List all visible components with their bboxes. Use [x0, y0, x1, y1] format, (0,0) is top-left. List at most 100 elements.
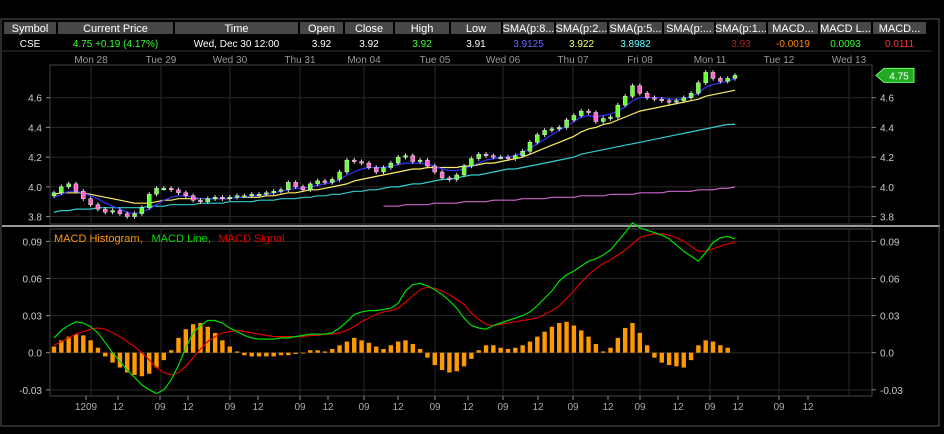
macd-histogram-bar — [593, 344, 599, 353]
candle-body — [403, 155, 408, 158]
macd-histogram-bar — [674, 352, 679, 367]
macd-histogram-bar — [535, 336, 540, 353]
candle-body — [315, 180, 320, 185]
macd-histogram-bar — [256, 352, 262, 357]
date-label: Tue 29 — [146, 55, 177, 66]
price-axis-label-right: 4.0 — [880, 183, 894, 194]
candle-body — [154, 188, 159, 195]
time-tick-label: 09 — [429, 402, 441, 413]
macd-histogram-bar — [710, 341, 716, 353]
last-price-tag — [875, 67, 915, 83]
price-axis-label-left: 3.8 — [28, 213, 42, 224]
macd-histogram-bar — [505, 348, 511, 353]
candle-body — [447, 177, 452, 180]
macd-histogram-bar — [227, 346, 232, 353]
header-cell-1 — [58, 22, 173, 34]
candle-body — [732, 75, 738, 79]
candle-body — [644, 93, 650, 98]
header-cell-9 — [609, 22, 662, 34]
header-column-label: SMA(p:... — [666, 23, 712, 35]
header-column-label: MACD L... — [820, 23, 871, 35]
macd-axis-label-left: 0.0 — [28, 349, 42, 360]
time-tick-label: 12 — [732, 402, 744, 413]
macd-histogram-bar — [293, 352, 298, 354]
candle-body — [183, 192, 189, 196]
header-row-value: 3.8982 — [620, 39, 651, 50]
price-axis-label-right: 3.8 — [880, 213, 894, 224]
candle-body — [66, 183, 71, 188]
macd-histogram-bar — [579, 330, 584, 353]
candle-body — [476, 153, 481, 159]
candle-body — [308, 183, 313, 191]
macd-histogram-bar — [264, 352, 269, 357]
macd-histogram-bar — [66, 336, 71, 353]
candle-body — [168, 188, 174, 191]
candle-body — [73, 183, 79, 192]
header-column-label: MACD... — [879, 23, 921, 35]
candle-body — [425, 159, 430, 167]
time-tick-label: 09 — [224, 402, 236, 413]
price-axis-label-left: 4.4 — [28, 123, 42, 134]
macd-histogram-bar — [161, 352, 167, 361]
header-cell-14 — [873, 22, 926, 34]
macd-histogram-bar — [666, 352, 672, 366]
macd-histogram-bar — [542, 331, 547, 353]
macd-histogram-bar — [212, 332, 218, 353]
header-cell-2 — [175, 22, 298, 34]
header-column-label: Close — [355, 23, 383, 35]
macd-histogram-bar — [557, 323, 562, 353]
price-panel-frame — [49, 64, 873, 225]
header-cell-7 — [503, 22, 554, 34]
candle-body — [586, 110, 591, 113]
macd-histogram-bar — [344, 341, 350, 353]
candle-body — [242, 195, 247, 198]
header-row-value: 4.75 +0.19 (4.17%) — [73, 39, 158, 50]
macd-histogram-bar — [132, 352, 137, 375]
date-label: Tue 12 — [764, 55, 795, 66]
header-row-value: 0.0093 — [830, 39, 861, 50]
macd-axis-label-left: 0.03 — [23, 312, 43, 323]
time-tick-label: 1209 — [75, 402, 98, 413]
macd-histogram-bar — [95, 347, 101, 353]
macd-histogram-bar — [637, 332, 643, 353]
header-cell-0 — [4, 22, 56, 34]
macd-axis-label-left: -0.03 — [19, 386, 42, 397]
macd-histogram-bar — [300, 352, 306, 354]
time-tick-label: 12 — [322, 402, 334, 413]
price-axis-label-right: 4.2 — [880, 153, 894, 164]
header-cell-8 — [556, 22, 607, 34]
time-tick-label: 09 — [567, 402, 579, 413]
candle-body — [513, 155, 518, 159]
macd-histogram-bar — [476, 350, 481, 353]
candle-body — [234, 195, 240, 198]
candle-body — [542, 130, 547, 136]
candle-body — [549, 128, 555, 131]
candle-body — [696, 82, 701, 94]
candle-body — [227, 197, 232, 199]
macd-histogram-bar — [571, 325, 577, 353]
macd-histogram-bar — [520, 345, 525, 353]
candle-body — [110, 210, 115, 213]
macd-histogram-bar — [652, 352, 657, 358]
candle-body — [652, 97, 657, 100]
time-tick-label: 12 — [802, 402, 814, 413]
date-label: Fri 08 — [627, 55, 653, 66]
macd-histogram-bar — [417, 348, 423, 353]
header-row-value: 0.0111 — [885, 39, 915, 50]
time-tick-label: 12 — [602, 402, 614, 413]
macd-histogram-bar — [622, 327, 628, 353]
macd-axis-label-right: 0.09 — [880, 237, 900, 248]
macd-histogram-bar — [176, 337, 181, 353]
candle-body — [344, 159, 350, 173]
candle-body — [454, 174, 459, 180]
time-tick-label: 12 — [462, 402, 474, 413]
header-column-label: Symbol — [12, 23, 49, 35]
macd-histogram-bar — [381, 348, 386, 353]
time-tick-label: 12 — [252, 402, 264, 413]
candle-body — [256, 194, 262, 196]
candle-body — [718, 78, 723, 82]
macd-legend-entry: MACD Histogram, — [54, 233, 143, 245]
sma-fast-line — [53, 77, 736, 215]
macd-histogram-bar — [439, 352, 445, 371]
candle-body — [498, 156, 503, 159]
